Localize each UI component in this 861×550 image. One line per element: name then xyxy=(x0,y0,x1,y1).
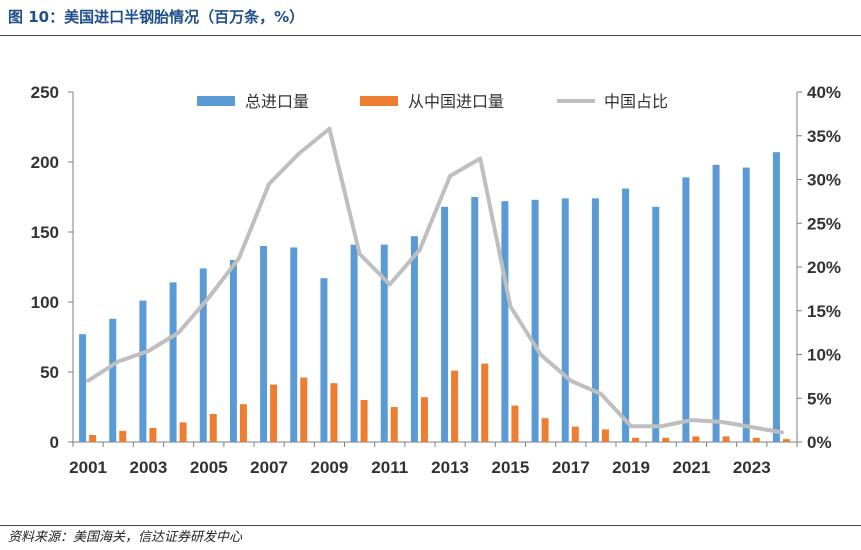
china-import-bar xyxy=(692,436,700,442)
x-tick-label: 2021 xyxy=(673,458,711,477)
x-tick-label: 2015 xyxy=(492,458,530,477)
china-share-line-group xyxy=(86,126,784,435)
total-import-bar xyxy=(712,164,720,443)
china-import-bar xyxy=(239,404,247,442)
legend-label-share: 中国占比 xyxy=(604,92,668,111)
legend: 总进口量 从中国进口量 中国占比 xyxy=(197,92,668,111)
chart-axes: 0 50 100 150 200 250 0% 5% 10% 15% 20% 25% 30% 35% 40%… xyxy=(31,83,841,477)
china-import-bar xyxy=(541,418,549,442)
total-import-bar xyxy=(531,199,539,442)
total-import-bar xyxy=(471,197,479,442)
china-import-bar xyxy=(571,426,579,442)
figure-title: 图 10：美国进口半钢胎情况（百万条，%） xyxy=(8,8,305,26)
legend-label-total: 总进口量 xyxy=(245,92,309,111)
china-import-bars xyxy=(89,363,790,442)
total-import-bar xyxy=(199,268,207,442)
right-tick-label: 40% xyxy=(807,83,841,102)
total-import-bar xyxy=(410,236,418,442)
legend-swatch-china xyxy=(360,96,398,106)
china-import-bar xyxy=(782,439,790,442)
bottom-rule xyxy=(0,525,861,526)
x-tick-label: 2013 xyxy=(431,458,469,477)
total-import-bar xyxy=(169,282,177,442)
total-import-bar xyxy=(350,244,358,442)
x-tick-label: 2005 xyxy=(190,458,228,477)
total-import-bar xyxy=(441,206,449,442)
total-import-bar xyxy=(622,188,630,442)
left-tick-label: 150 xyxy=(31,223,59,242)
china-import-bar xyxy=(300,377,308,442)
left-tick-label: 0 xyxy=(50,433,59,452)
right-tick-label: 25% xyxy=(807,214,841,233)
right-tick-label: 0% xyxy=(807,433,832,452)
left-tick-label: 50 xyxy=(40,363,59,382)
total-import-bar xyxy=(139,300,147,442)
right-tick-label: 35% xyxy=(807,127,841,146)
china-import-bar xyxy=(209,414,217,442)
china-import-bar xyxy=(481,363,489,442)
china-import-bar xyxy=(330,383,338,442)
total-import-bar xyxy=(652,206,660,442)
china-import-bar xyxy=(420,397,428,442)
total-import-bar xyxy=(260,246,268,442)
total-import-bar xyxy=(79,334,87,442)
china-import-bar xyxy=(89,435,97,442)
x-tick-label: 2023 xyxy=(733,458,771,477)
china-import-bar xyxy=(360,400,368,442)
x-tick-label: 2019 xyxy=(612,458,650,477)
china-import-bar xyxy=(149,428,157,442)
total-import-bar xyxy=(320,278,328,442)
total-import-bar xyxy=(290,247,298,442)
legend-swatch-total xyxy=(197,96,235,106)
x-tick-label: 2017 xyxy=(552,458,590,477)
x-tick-label: 2001 xyxy=(69,458,107,477)
right-tick-label: 30% xyxy=(807,171,841,190)
right-tick-label: 15% xyxy=(807,302,841,321)
china-import-bar xyxy=(511,405,519,442)
total-import-bar xyxy=(772,152,780,442)
legend-label-china: 从中国进口量 xyxy=(408,92,504,111)
source-note: 资料来源：美国海关，信达证券研发中心 xyxy=(8,530,243,545)
top-rule xyxy=(0,35,861,36)
right-tick-label: 20% xyxy=(807,258,841,277)
china-import-bar xyxy=(179,422,187,442)
total-import-bar xyxy=(682,177,690,442)
x-tick-label: 2003 xyxy=(130,458,168,477)
china-import-bar xyxy=(390,407,398,442)
left-tick-label: 250 xyxy=(31,83,59,102)
total-import-bar xyxy=(561,198,569,442)
china-import-bar xyxy=(662,437,670,442)
left-tick-label: 100 xyxy=(31,293,59,312)
total-import-bar xyxy=(742,167,750,442)
total-import-bar xyxy=(591,198,599,442)
total-import-bar xyxy=(229,260,237,442)
left-tick-label: 200 xyxy=(31,153,59,172)
total-import-bar xyxy=(380,244,388,442)
china-import-bar xyxy=(601,429,609,442)
right-tick-label: 10% xyxy=(807,346,841,365)
china-share-line xyxy=(86,126,784,435)
x-tick-label: 2011 xyxy=(371,458,408,477)
china-import-bar xyxy=(119,430,127,442)
china-import-bar xyxy=(632,437,640,442)
right-tick-label: 5% xyxy=(807,389,832,408)
china-import-bar xyxy=(752,437,760,442)
x-tick-label: 2007 xyxy=(250,458,288,477)
total-import-bars xyxy=(79,152,780,443)
total-import-bar xyxy=(501,201,509,442)
total-import-bar xyxy=(109,318,117,442)
x-tick-label: 2009 xyxy=(311,458,349,477)
china-import-bar xyxy=(451,370,459,442)
china-import-bar xyxy=(270,384,278,442)
china-import-bar xyxy=(722,436,730,442)
